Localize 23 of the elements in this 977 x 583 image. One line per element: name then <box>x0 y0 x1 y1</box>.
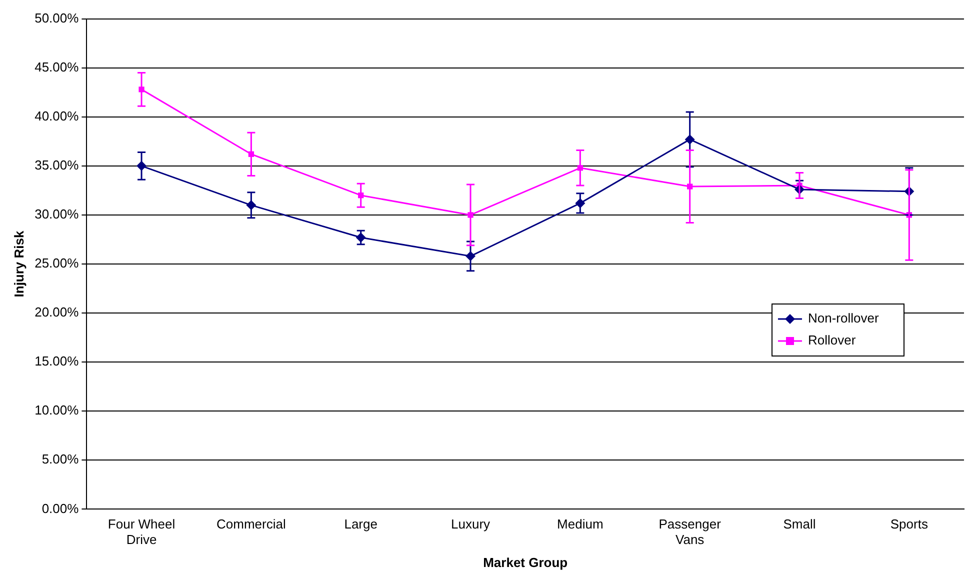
y-tick-label: 15.00% <box>34 354 80 369</box>
x-tick-label: Small <box>783 516 816 532</box>
x-tick-label: Passenger Vans <box>658 516 722 548</box>
x-tick-label: Four Wheel Drive <box>108 516 176 548</box>
y-axis-title: Injury Risk <box>11 230 26 298</box>
y-tick-label: 0.00% <box>42 500 80 516</box>
x-tick-label: Sports <box>890 516 928 532</box>
x-axis-title: Market Group <box>483 554 568 570</box>
x-tick-label: Commercial <box>216 516 286 532</box>
y-tick-label: 10.00% <box>34 402 80 418</box>
x-tick-label: Medium <box>557 516 604 532</box>
y-tick-label: 25.00% <box>34 256 80 271</box>
y-tick-label: 20.00% <box>34 304 80 320</box>
y-tick-label: 45.00% <box>34 59 80 74</box>
y-tick-label: 40.00% <box>34 108 80 124</box>
y-tick-label: 35.00% <box>34 158 80 172</box>
x-tick-label: Large <box>344 516 378 532</box>
y-tick-label: 30.00% <box>34 206 80 222</box>
legend-label: Rollover <box>808 332 856 348</box>
legend-label: Non-rollover <box>808 310 880 326</box>
y-tick-label: 50.00% <box>34 10 80 26</box>
y-tick-label: 5.00% <box>42 452 80 467</box>
x-tick-label: Luxury <box>451 516 491 532</box>
